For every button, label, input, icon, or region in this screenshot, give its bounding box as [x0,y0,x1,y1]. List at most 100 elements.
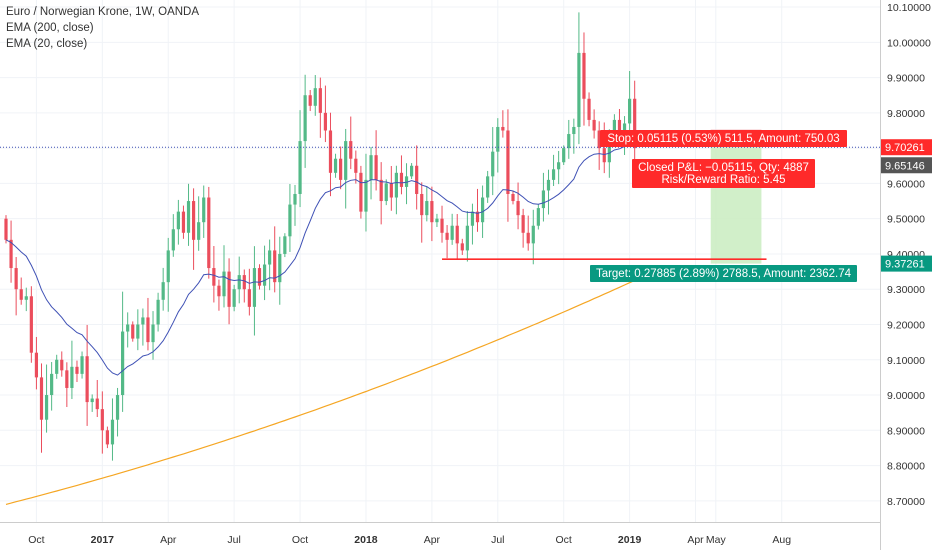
candle-up [404,176,409,187]
candle-up [156,299,160,325]
candle-up [486,176,490,198]
closed-pnl-label[interactable]: Closed P&L: −0.05115, Qty: 4887Risk/Rewa… [632,159,815,188]
candle-up [303,95,307,142]
candle-down [339,158,343,180]
candle-down [455,225,459,244]
y-tick-label: 10.00000 [887,37,931,49]
candle-up [115,395,120,420]
candle-up [50,373,54,396]
candle-up [313,88,317,106]
candle-down [633,98,637,149]
candle-up [166,250,170,283]
candle-up [628,98,632,124]
candle-up [364,179,368,212]
ema-200-layer [5,279,635,505]
candle-up [80,356,84,374]
candle-down [60,359,64,371]
candle-down [75,366,79,374]
x-tick-label: Jul [227,534,240,546]
candle-up [557,162,561,170]
candle-down [526,232,530,244]
target-zone-layer [710,129,762,264]
candle-down [105,430,109,445]
x-tick-label: Oct [292,534,308,546]
candle-up [202,197,206,223]
candle-down [14,268,18,290]
candle-up [546,179,551,191]
target-label-bg [590,265,857,282]
y-tick-label: 9.10000 [887,355,925,367]
candle-down [227,271,231,307]
x-tick-label: Oct [28,534,44,546]
candle-up [465,225,469,251]
candle-up [607,141,611,163]
x-tick-label: 2019 [618,534,642,546]
candle-down [359,172,363,212]
candle-down [217,285,221,297]
target-price-tag-bg [881,255,932,272]
candle-up [531,225,535,244]
stop-label[interactable]: Stop: 0.05115 (0.53%) 511.5, Amount: 750… [600,130,847,147]
legend-ema20[interactable]: EMA (20, close) [6,38,88,50]
y-tick-label: 10.10000 [887,2,931,14]
candle-up [496,126,500,152]
candle-up [541,190,546,209]
candle-up [551,169,556,180]
candle-down [19,289,23,300]
candle-down [617,119,622,138]
candle-down [587,98,591,120]
candle-up [141,317,145,325]
candle-down [349,141,353,159]
legend-ema200[interactable]: EMA (200, close) [6,22,94,34]
entry-price-tag-bg [881,139,932,156]
candle-down [181,211,186,233]
x-tick-label: Jul [491,534,504,546]
candle-down [430,201,434,223]
y-tick-label: 9.80000 [887,108,925,120]
candle-up [176,211,180,230]
candle-up [567,134,571,149]
ema-20-line [5,141,635,376]
y-tick-label: 8.80000 [887,461,925,473]
candle-down [207,197,211,269]
x-tick-label: May [706,534,727,546]
target-label[interactable]: Target: 0.27885 (2.89%) 2788.5, Amount: … [590,265,857,282]
candle-up [186,201,191,233]
position-overlays: Stop: 0.05115 (0.53%) 511.5, Amount: 750… [0,130,880,282]
candle-down [602,148,606,163]
candle-up [268,250,272,265]
candle-up [121,331,125,396]
x-tick-label: Apr [160,534,177,546]
ema-20-layer [5,141,635,376]
y-tick-label: 9.20000 [887,319,925,331]
candle-up [161,282,165,300]
candle-up [394,172,398,198]
y-tick-label: 8.90000 [887,425,925,437]
entry-price-tag: 9.70261 [885,142,925,154]
x-tick-label: Apr [687,534,704,546]
candle-down [146,317,150,343]
target-price-tag: 9.37261 [885,259,925,271]
candle-up [252,268,257,307]
candle-down [389,183,393,198]
candle-up [171,229,175,251]
target-label-text: Target: 0.27885 (2.89%) 2788.5, Amount: … [596,268,852,280]
candle-up [333,158,338,173]
candle-down [328,130,333,173]
candle-down [4,218,8,240]
candle-down [506,130,510,194]
candle-down [374,155,378,180]
candle-up [384,183,388,202]
candle-down [100,409,104,431]
candle-up [435,218,439,223]
candle-down [85,356,89,403]
candle-up [136,324,140,339]
candles [4,12,637,461]
candle-down [582,52,586,99]
candle-down [323,112,328,131]
candle-up [222,271,226,297]
ema-200-line [5,279,635,505]
closed-pnl-label-text: Risk/Reward Ratio: 5.45 [662,174,786,186]
